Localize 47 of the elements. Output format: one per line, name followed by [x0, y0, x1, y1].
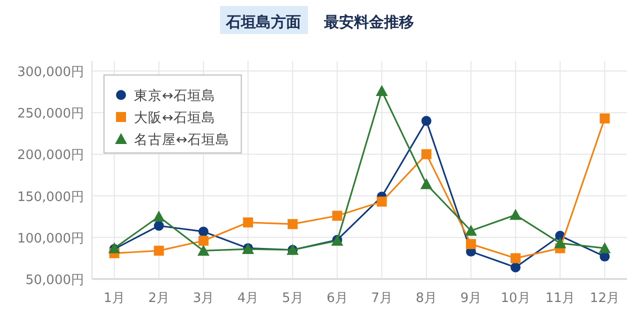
point	[243, 217, 254, 228]
point	[421, 116, 432, 126]
point	[197, 244, 210, 256]
point	[152, 210, 165, 222]
y-tick-label: 150,000円	[17, 190, 84, 205]
point	[376, 84, 388, 96]
point	[554, 237, 566, 248]
point	[510, 253, 521, 264]
x-tick-label: 10月	[500, 291, 530, 306]
legend-label: 名古屋↔石垣島	[134, 132, 230, 148]
point	[598, 242, 611, 254]
point	[510, 262, 521, 272]
point	[376, 196, 387, 207]
x-tick-label: 9月	[460, 291, 482, 306]
x-tick-label: 11月	[545, 291, 575, 306]
title: 石垣島方面 最安料金推移	[220, 6, 414, 34]
legend-label: 大阪↔石垣島	[134, 110, 216, 126]
point	[420, 178, 432, 190]
point	[466, 239, 476, 250]
point	[464, 224, 477, 236]
point	[510, 208, 522, 220]
x-tick-label: 1月	[104, 291, 125, 306]
point	[198, 236, 208, 246]
point	[198, 226, 208, 237]
y-tick-label: 100,000円	[17, 231, 84, 246]
y-tick-label: 50,000円	[26, 273, 84, 288]
x-tick-label: 7月	[371, 291, 392, 306]
x-tick-label: 2月	[148, 291, 170, 306]
point	[288, 219, 298, 230]
x-tick-label: 6月	[326, 291, 348, 306]
chart-title: 石垣島方面	[225, 13, 301, 31]
chart-subtitle: 最安料金推移	[323, 13, 414, 31]
x-tick-label: 4月	[237, 291, 259, 306]
point	[421, 149, 432, 160]
x-tick-label: 12月	[590, 291, 620, 306]
point	[332, 210, 342, 221]
y-tick-label: 200,000円	[17, 148, 84, 164]
point	[600, 113, 610, 124]
y-tick-label: 300,000円	[17, 65, 84, 80]
y-tick-label: 250,000円	[17, 106, 84, 122]
point	[600, 252, 610, 262]
point	[154, 246, 164, 256]
x-tick-label: 8月	[416, 291, 438, 306]
x-tick-label: 5月	[282, 291, 304, 306]
point	[154, 220, 164, 231]
x-tick-label: 3月	[192, 291, 214, 306]
legend-label: 東京↔石垣島	[134, 88, 216, 104]
